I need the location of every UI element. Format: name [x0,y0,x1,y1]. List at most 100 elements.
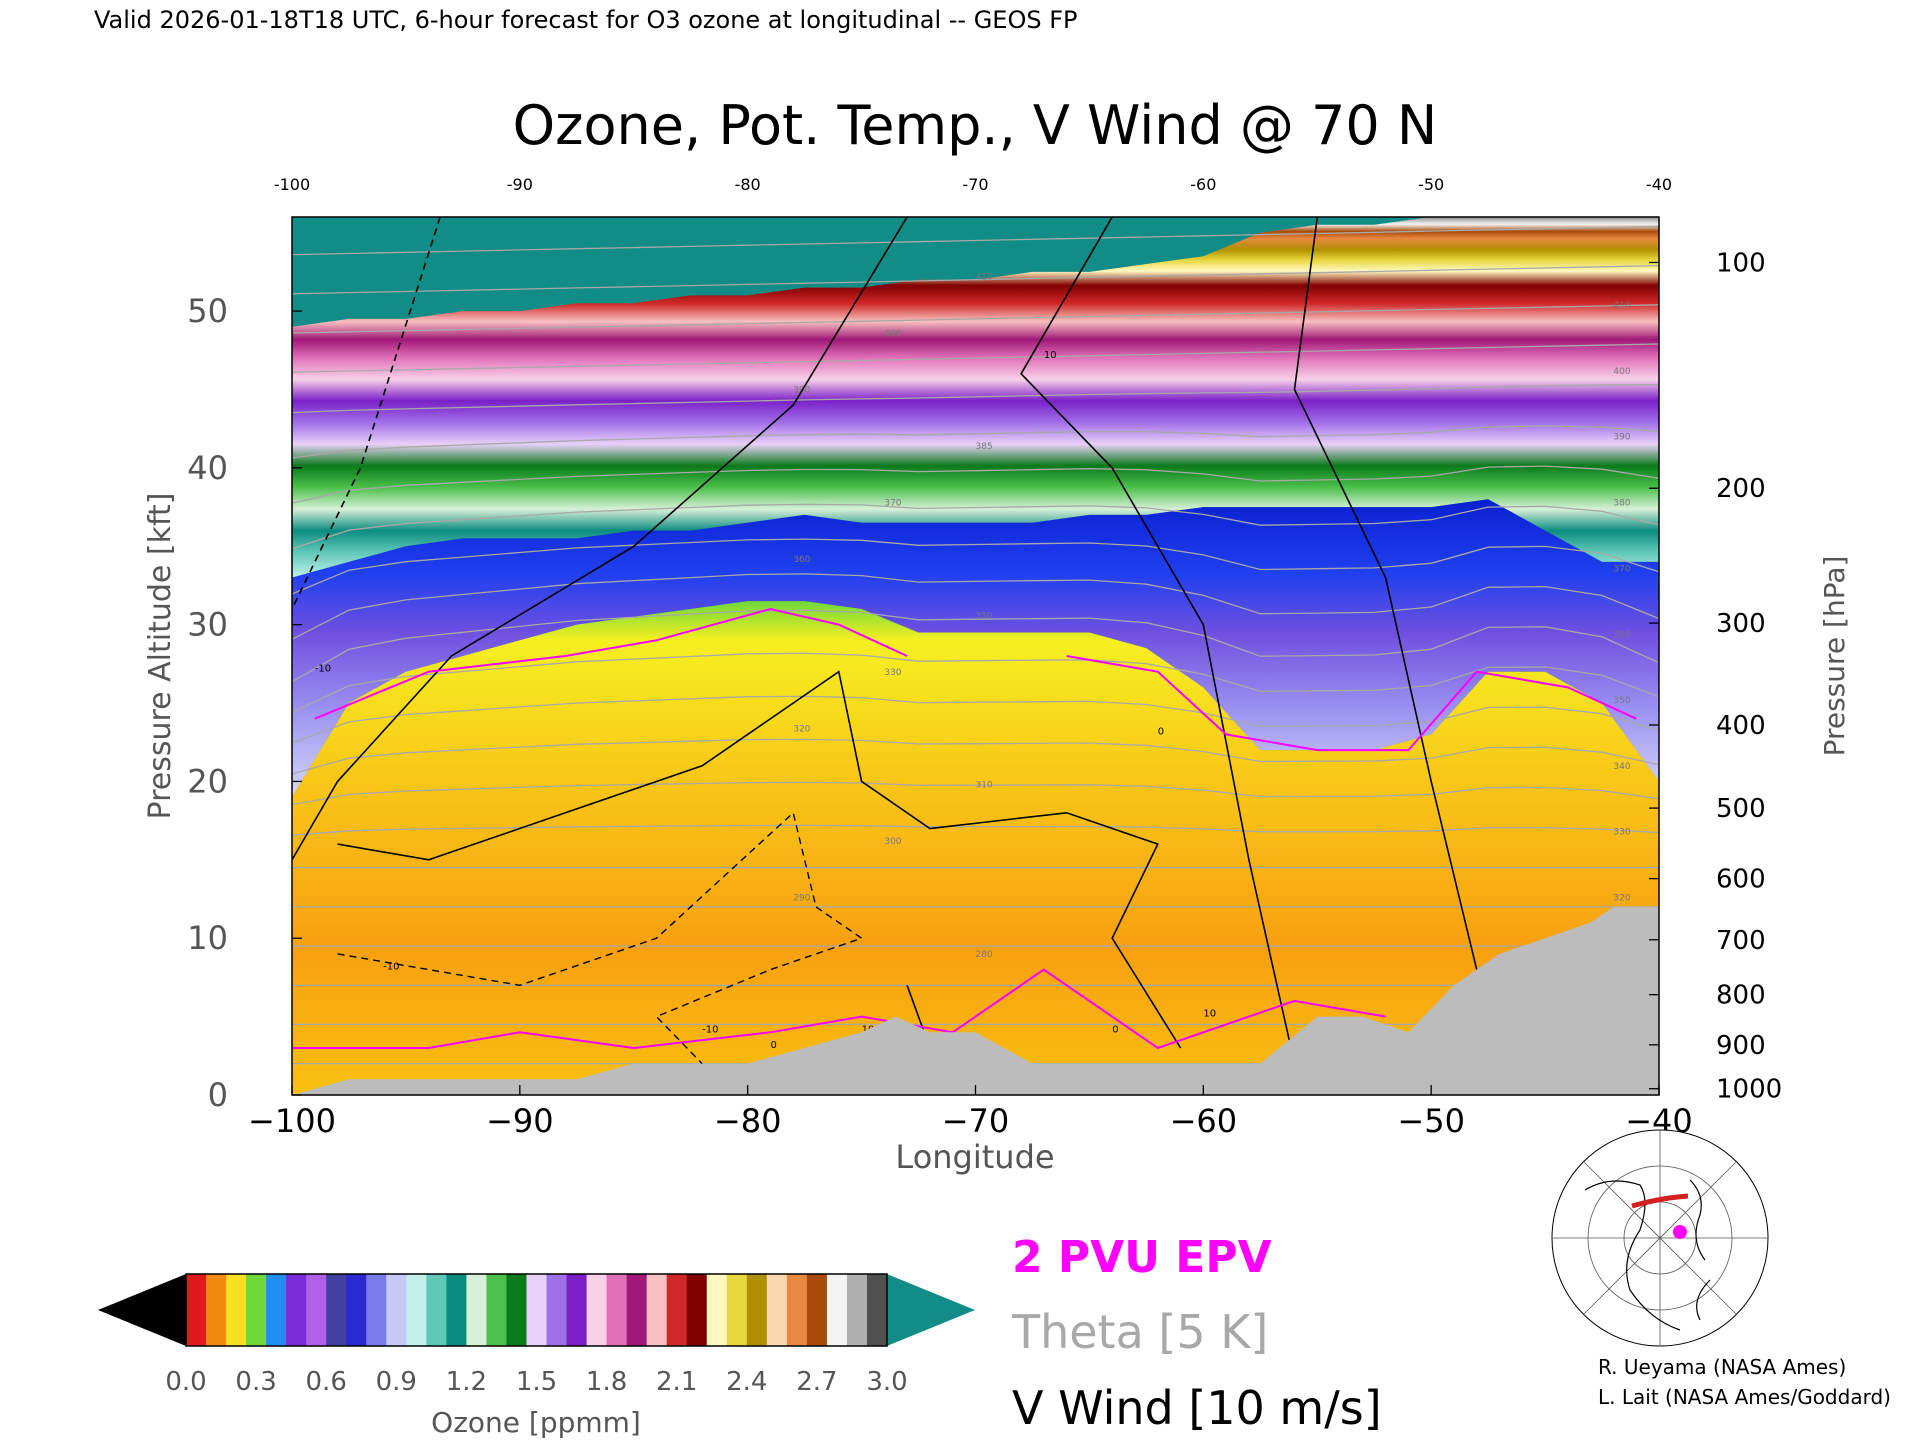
locator-map [1551,1129,1769,1347]
map-coastlines [1584,1179,1711,1331]
theta-contour-line [292,824,1659,836]
colorbar-cell [506,1274,528,1346]
vwind-contour-label: 0 [1158,726,1164,737]
colorbar-tick-label: 0.3 [235,1367,276,1397]
theta-contour-line [292,465,1659,504]
pressure-tick-label: 300 [1716,609,1766,639]
theta-contour-label: 340 [1613,762,1630,772]
colorbar-cell [646,1274,668,1346]
colorbar-cell [406,1274,427,1346]
credit-line-2: L. Lait (NASA Ames/Goddard) [1598,1385,1891,1409]
colorbar-tick-label: 3.0 [866,1367,907,1397]
theta-contour-label: 390 [1613,433,1630,443]
epv-contour-line [1066,655,1637,752]
vwind-contour-line [1020,217,1296,1064]
y-tick-label: 40 [187,449,228,487]
vwind-contour-line [337,670,1182,1049]
vwind-contour-line [337,811,864,1065]
theta-contour-line [292,609,1659,683]
vwind-contour-line [292,217,441,610]
colorbar-cell [826,1274,848,1346]
colorbar-tick-label: 0.6 [306,1367,347,1397]
theta-contour-line [292,225,1659,256]
theta-contour-label: 290 [793,894,810,904]
colorbar-tick-label: 1.2 [446,1367,487,1397]
colorbar-label: Ozone [ppmm] [431,1406,641,1439]
theta-contour-label: 360 [1613,630,1630,640]
pressure-tick-label: 800 [1716,981,1766,1011]
theta-contour-line [292,573,1659,640]
colorbar-cell [346,1274,367,1346]
theta-contour-line [292,343,1659,373]
y-tick-label: 20 [187,762,228,800]
map-cross-section-line [1631,1193,1689,1209]
x-top-tick-label: -80 [735,175,761,194]
colorbar-cell [206,1274,227,1346]
colorbar-tick-label: 1.5 [516,1367,557,1397]
x-top-tick-label: -70 [962,175,988,194]
colorbar-cell [686,1274,708,1346]
colorbar-tick-label: 0.0 [165,1367,206,1397]
plot-area: 4104003903853703603503303203103002902802… [292,217,1659,1095]
colorbar-cell [326,1274,347,1346]
x-tick-label: −100 [248,1102,336,1140]
y-tick-label: 10 [187,919,228,957]
colorbar-tick-label: 2.7 [796,1367,837,1397]
x-tick-label: −80 [714,1102,782,1140]
theta-contour-line [292,425,1659,459]
theta-contours: 4104003903853703603503303203103002902802… [292,225,1659,1065]
colorbar-cell [526,1274,548,1346]
colorbar-cell [466,1274,488,1346]
pressure-tick-label: 900 [1716,1031,1766,1061]
theta-contour-label: 400 [1613,367,1630,377]
theta-contour-label: 300 [884,837,901,847]
colorbar-cell [266,1274,287,1346]
y-tick-label: 30 [187,606,228,644]
vwind-contour-line [292,217,908,861]
colorbar-cell [806,1274,828,1346]
colorbar-cell [486,1274,508,1346]
theta-contour-line [292,503,1659,550]
colorbar-cell [846,1274,868,1346]
theta-contour-label: 320 [793,724,810,734]
colorbar-cell [726,1274,748,1346]
colorbar-cell [766,1274,788,1346]
colorbar-cell [566,1274,588,1346]
colorbar: 0.0 0.3 0.6 0.9 1.2 1.5 1.8 2.1 2.4 2.7 3.0 Ozone … [98,1273,975,1439]
theta-contour-line [292,738,1659,775]
colorbar-cell [246,1274,267,1346]
pressure-tick-label: 400 [1716,711,1766,741]
colorbar-cell [786,1274,808,1346]
colorbar-cell [866,1274,888,1346]
theta-contour-label: 330 [884,668,901,678]
x-tick-label: −50 [1397,1102,1465,1140]
theta-contour-line [292,538,1659,595]
vwind-contour-label: 0 [1112,1024,1118,1035]
theta-contour-label: 400 [884,329,901,339]
epv-contours [292,607,1637,1050]
colorbar-cell [706,1274,728,1346]
colorbar-cell [286,1274,307,1346]
colorbar-cell [366,1274,387,1346]
theta-contour-label: 410 [1613,301,1630,311]
theta-contour-label: 350 [1613,696,1630,706]
colorbar-cell [606,1274,628,1346]
colorbar-cell [186,1274,207,1346]
x-axis-top: -100 -90 -80 -70 -60 -50 -40 [274,175,1672,194]
colorbar-tick-label: 1.8 [586,1367,627,1397]
legend: 2 PVU EPV Theta [5 K] V Wind [10 m/s] [1011,1232,1382,1435]
colorbar-tick-label: 0.9 [376,1367,417,1397]
colorbar-cell [306,1274,327,1346]
legend-epv: 2 PVU EPV [1012,1232,1272,1283]
theta-contour-label: 360 [793,555,810,565]
map-graticule [1552,1130,1768,1346]
pressure-tick-label: 700 [1716,926,1766,956]
orography [292,906,1659,1095]
colorbar-below-arrow [98,1274,186,1346]
chart-title: Ozone, Pot. Temp., V Wind @ 70 N [513,94,1438,157]
tropopause-ozone-band [292,499,1659,798]
theta-contour-label: 370 [884,498,901,508]
colorbar-cell [446,1274,467,1346]
theta-contour-label: 385 [976,442,993,452]
